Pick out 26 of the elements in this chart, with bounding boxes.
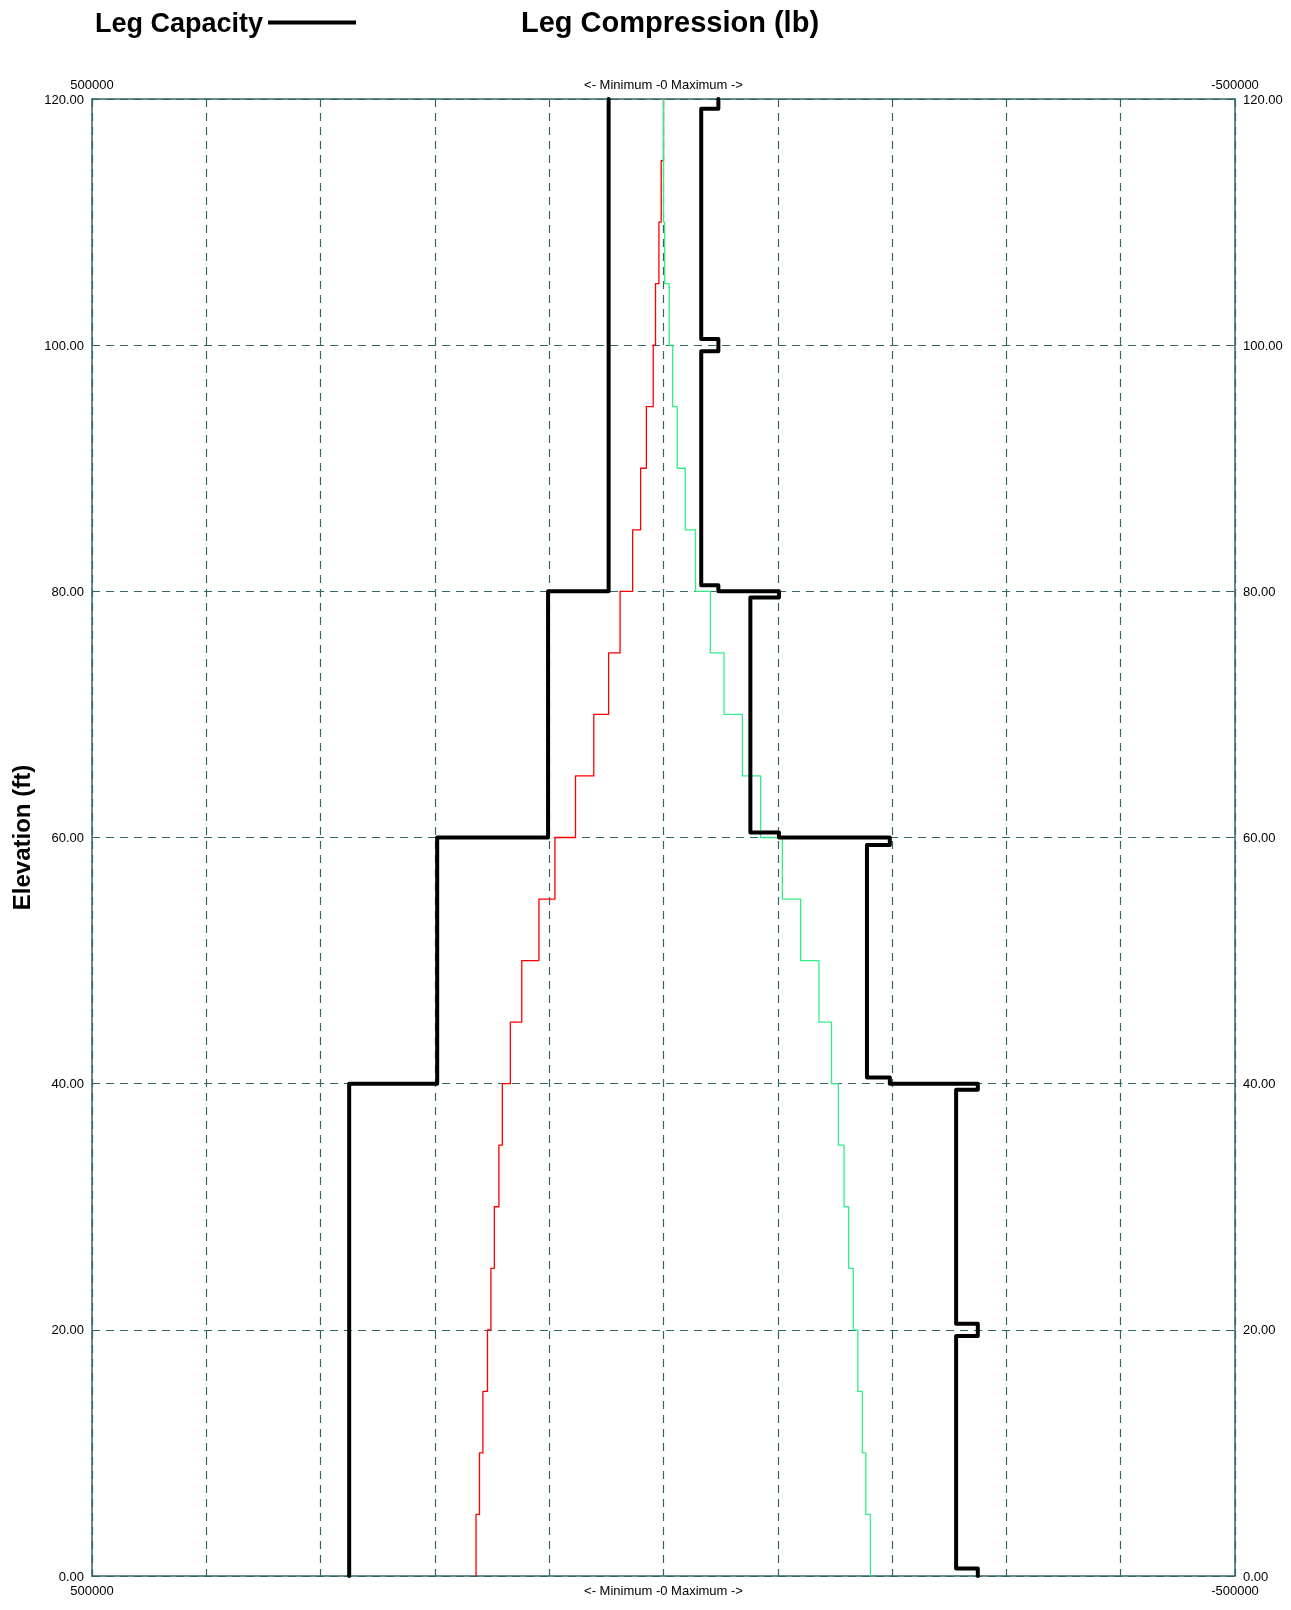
y2-tick-label: 0.00 [1243,1568,1269,1584]
x-tick-label: -500000 [1211,1583,1259,1598]
y-tick-label: 80.00 [51,583,84,599]
y2-tick-label: 80.00 [1243,583,1276,599]
y-tick-label: 120.00 [44,91,84,107]
y2-tick-label: 60.00 [1243,830,1276,845]
y-axis-title: Elevation (ft) [7,764,35,911]
line-series [662,98,872,1577]
legend-label: Leg Capacity [94,7,264,38]
y2-tick-label: 100.00 [1243,337,1283,353]
x2-tick-label: -500000 [1211,77,1259,92]
y-tick-label: 0.00 [58,1568,84,1584]
chart-title: Leg Compression (lb) [520,5,820,38]
y2-tick-label: 120.00 [1243,91,1283,107]
y-tick-label: 100.00 [44,337,84,353]
line-series [699,97,980,1578]
y2-tick-label: 20.00 [1243,1322,1276,1338]
y-tick-label: 60.00 [51,830,84,845]
x2-tick-label: 500000 [70,77,114,92]
y-tick-label: 40.00 [51,1076,84,1092]
x2-tick-label: <- Minimum -0 Maximum -> [584,77,743,92]
y-tick-label: 20.00 [51,1322,84,1338]
x-tick-label: 500000 [70,1583,114,1598]
line-series [347,97,611,1578]
x-tick-label: <- Minimum -0 Maximum -> [584,1583,743,1598]
y2-tick-label: 40.00 [1243,1076,1276,1092]
